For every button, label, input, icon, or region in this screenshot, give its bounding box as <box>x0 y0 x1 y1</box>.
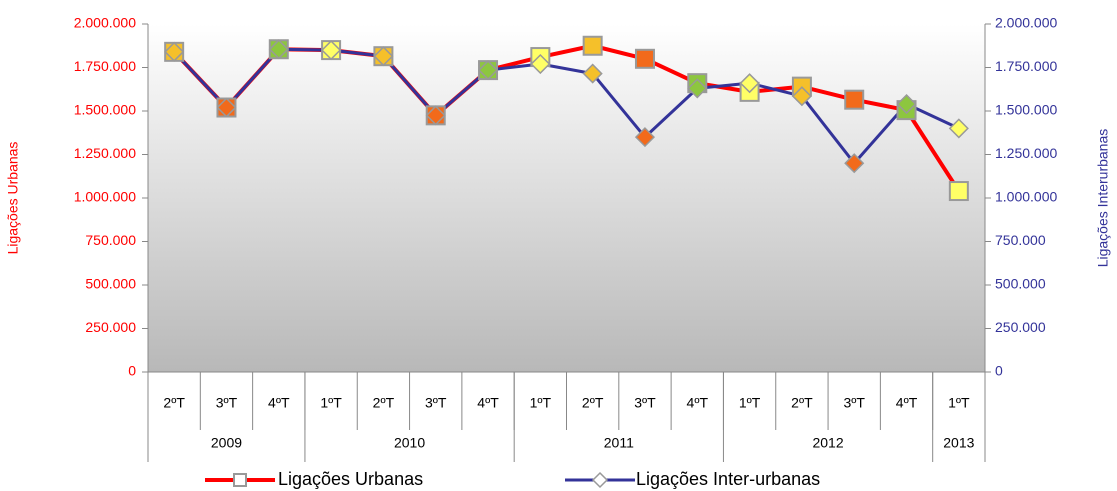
y-tick-label: 2.000.000 <box>74 15 136 31</box>
marker <box>321 40 342 61</box>
x-tick-label: 4ºT <box>896 395 918 411</box>
x-tick-label: 2ºT <box>582 395 604 411</box>
marker <box>216 97 237 118</box>
group-label: 2011 <box>604 435 634 451</box>
marker <box>687 78 708 99</box>
y-tick-label: 0 <box>128 363 136 379</box>
y2-tick-label: 750.000 <box>995 232 1046 248</box>
marker <box>948 118 969 139</box>
x-tick-label: 3ºT <box>216 395 238 411</box>
marker <box>164 41 185 62</box>
marker <box>530 53 551 75</box>
x-tick-label: 4ºT <box>477 395 499 411</box>
y2-tick-label: 1.000.000 <box>995 189 1057 205</box>
x-tick-label: 3ºT <box>634 395 656 411</box>
x-tick-label: 2ºT <box>373 395 395 411</box>
x-tick-label: 4ºT <box>268 395 290 411</box>
legend-marker <box>233 473 247 487</box>
x-tick-label: 1ºT <box>320 395 342 411</box>
marker <box>739 73 760 94</box>
y2-tick-label: 250.000 <box>995 319 1046 335</box>
marker <box>844 89 865 110</box>
x-tick-label: 1ºT <box>948 395 970 411</box>
legend-marker <box>591 471 609 489</box>
marker <box>634 48 655 69</box>
x-tick-label: 1ºT <box>530 395 552 411</box>
y-tick-label: 1.750.000 <box>74 58 136 74</box>
y2-tick-label: 1.750.000 <box>995 58 1057 74</box>
marker <box>425 105 446 126</box>
marker <box>582 63 603 84</box>
y2-tick-label: 500.000 <box>995 276 1046 292</box>
group-label: 2010 <box>394 435 425 451</box>
y2-tick-label: 1.500.000 <box>995 102 1057 118</box>
y-tick-label: 1.250.000 <box>74 145 136 161</box>
marker <box>844 153 865 174</box>
y2-tick-label: 0 <box>995 363 1003 379</box>
x-tick-label: 1ºT <box>739 395 761 411</box>
marker <box>634 127 656 148</box>
group-label: 2013 <box>943 435 974 451</box>
x-tick-label: 4ºT <box>687 395 709 411</box>
y2-tick-label: 2.000.000 <box>995 15 1057 31</box>
marker <box>896 93 917 115</box>
marker <box>373 46 394 67</box>
y-tick-label: 500.000 <box>85 276 136 292</box>
x-tick-label: 2ºT <box>163 395 185 411</box>
y-tick-label: 250.000 <box>85 319 136 335</box>
x-tick-label: 3ºT <box>425 395 447 411</box>
y2-axis-label: Ligações Interurbanas <box>1095 129 1111 268</box>
x-tick-label: 2ºT <box>791 395 813 411</box>
marker <box>948 181 969 202</box>
marker <box>791 86 812 107</box>
x-tick-label: 3ºT <box>843 395 865 411</box>
y-tick-label: 1.500.000 <box>74 102 136 118</box>
marker <box>477 60 499 81</box>
y-axis-label: Ligações Urbanas <box>5 142 21 255</box>
y-tick-label: 750.000 <box>85 232 136 248</box>
marker <box>268 39 289 60</box>
legend-label: Ligações Inter-urbanas <box>636 469 820 489</box>
group-label: 2012 <box>812 435 843 451</box>
y-tick-label: 1.000.000 <box>74 189 136 205</box>
marker <box>582 35 603 56</box>
y2-tick-label: 1.250.000 <box>995 145 1057 161</box>
plot-area <box>148 24 985 372</box>
legend-label: Ligações Urbanas <box>278 469 423 489</box>
group-label: 2009 <box>211 435 242 451</box>
series-line <box>173 47 960 165</box>
